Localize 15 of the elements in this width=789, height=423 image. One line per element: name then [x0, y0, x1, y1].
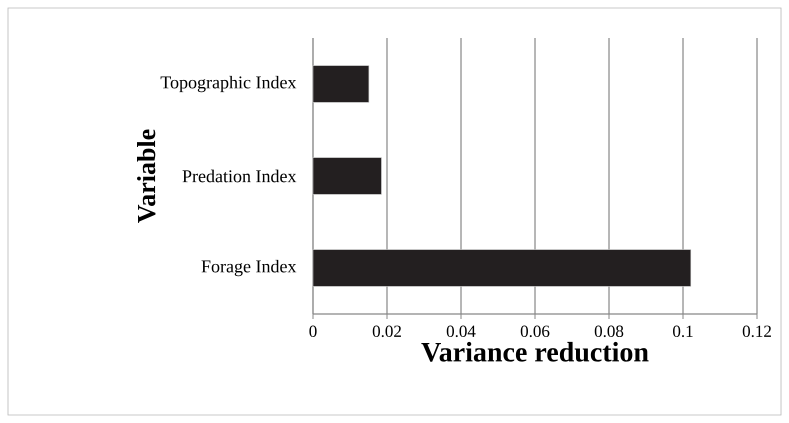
y-axis-title: Variable	[137, 129, 156, 223]
x-tick-label: 0.02	[372, 326, 401, 338]
bar	[312, 65, 370, 103]
y-tick-label: Predation Index	[182, 170, 296, 182]
bar	[312, 249, 692, 287]
x-axis-title: Variance reduction	[421, 342, 649, 362]
x-tick-label: 0.04	[446, 326, 476, 338]
y-tick-label: Forage Index	[202, 260, 296, 276]
x-tick-label: 0.08	[594, 326, 624, 338]
x-tick-label: 0.1	[673, 326, 693, 338]
bar	[312, 157, 382, 195]
x-tick-label: 0.12	[742, 326, 771, 338]
y-tick-label: Topographic Index	[160, 76, 296, 92]
x-tick-label: 0.06	[520, 326, 550, 338]
x-tick-label: 0	[309, 326, 317, 337]
